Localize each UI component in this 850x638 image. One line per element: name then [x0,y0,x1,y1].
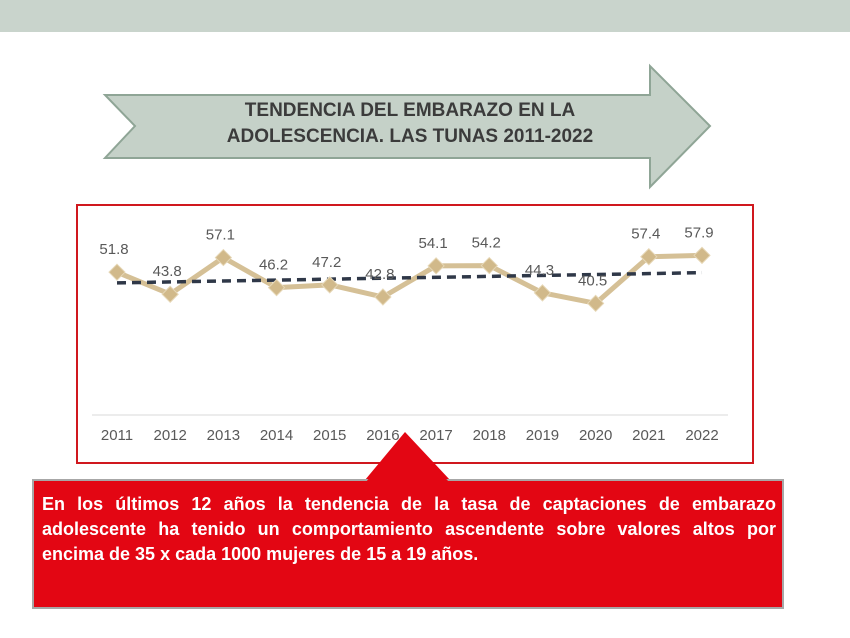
x-tick-label: 2015 [313,427,346,444]
x-tick-label: 2021 [632,427,665,444]
point [161,285,179,303]
slide-title: TENDENCIA DEL EMBARAZO EN LA ADOLESCENCI… [226,100,594,147]
x-tick-label: 2016 [366,427,399,444]
point [533,284,552,302]
x-tick-label: 2014 [260,427,293,444]
title-arrow [102,63,712,190]
value-label: 57.4 [631,226,660,243]
value-label: 40.5 [578,272,607,289]
point [108,263,126,281]
value-label: 57.1 [206,227,235,244]
value-label: 42.8 [365,266,394,283]
value-label: 43.8 [153,263,182,280]
x-tick-label: 2012 [153,427,186,444]
point [267,278,286,297]
trend-line [116,270,703,285]
value-label: 54.2 [472,235,501,252]
callout-text: En los últimos 12 años la tendencia de l… [42,494,776,564]
value-label: 47.2 [312,254,341,271]
top-band [0,0,850,32]
value-label: 54.1 [418,235,447,252]
x-tick-label: 2020 [579,427,612,444]
x-tick-label: 2017 [419,427,452,444]
value-label: 46.2 [259,257,288,274]
point [374,288,392,306]
point [480,256,498,275]
callout-pointer-fill [366,434,449,482]
point [427,257,445,275]
chart-frame [76,204,754,464]
point [640,248,658,266]
point [214,248,233,267]
value-label: 44.3 [525,262,554,279]
plot: 2011 2012 2013 2014 2015 2016 2017 2018 2019 2020… [99,224,718,444]
x-tick-label: 2018 [473,427,506,444]
callout-box [32,479,784,609]
x-tick-label: 2011 [101,427,133,444]
point [693,246,711,265]
x-tick-label: 2019 [526,427,559,444]
value-label: 51.8 [99,241,128,258]
point [321,276,339,294]
line [116,252,703,306]
value-label: 57.9 [684,224,713,241]
x-tick-label: 2013 [207,427,240,444]
x-tick-label: 2022 [685,427,718,444]
point [586,294,605,313]
